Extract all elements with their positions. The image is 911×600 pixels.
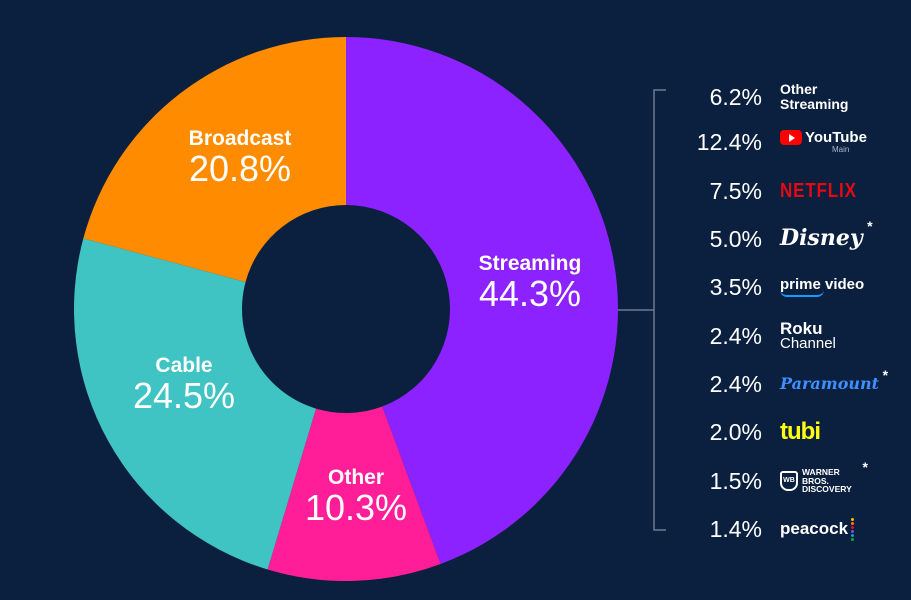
legend-pct: 12.4% bbox=[696, 128, 762, 155]
brand-roku-text: Roku bbox=[780, 318, 823, 338]
legend-pct: 3.5% bbox=[709, 273, 762, 300]
segment-value: 24.5% bbox=[132, 375, 236, 417]
legend-row-roku: 2.4% Roku Channel bbox=[680, 316, 910, 356]
brand-disney-text: Disney bbox=[780, 225, 863, 252]
brand-youtube-sub: Main bbox=[832, 144, 850, 154]
asterisk: * bbox=[882, 366, 889, 383]
brand-youtube: YouTube Main bbox=[780, 130, 867, 154]
brand-warner-bros-discovery: WB WARNER BROS. DISCOVERY * bbox=[780, 459, 868, 495]
legend-pct: 5.0% bbox=[709, 225, 762, 252]
brand-disney: Disney * bbox=[780, 219, 873, 252]
brand-peacock: peacock bbox=[780, 517, 855, 541]
segment-label-broadcast: Broadcast 20.8% bbox=[189, 128, 292, 188]
brand-paramount-text: Paramount bbox=[780, 373, 880, 393]
slice-streaming bbox=[346, 37, 619, 565]
legend-pct: 2.4% bbox=[709, 322, 762, 349]
segment-value: 20.8% bbox=[188, 148, 292, 190]
segment-label-streaming: Streaming 44.3% bbox=[479, 253, 582, 313]
legend-pct: 1.5% bbox=[709, 467, 762, 494]
brand-peacock-text: peacock bbox=[780, 519, 849, 539]
brand-other-streaming: Other Streaming bbox=[780, 81, 849, 112]
brand-wbd-text: WARNER BROS. DISCOVERY bbox=[802, 466, 852, 495]
legend-row-peacock: 1.4% peacock bbox=[680, 509, 910, 549]
brand-youtube-text: YouTube bbox=[805, 128, 867, 146]
asterisk: * bbox=[862, 458, 868, 475]
legend-pct: 2.4% bbox=[709, 370, 762, 397]
legend-pct: 6.2% bbox=[709, 83, 762, 110]
brand-prime-video: prime video bbox=[780, 275, 865, 298]
brand-paramount: Paramount * bbox=[780, 367, 888, 393]
segment-label-other: Other 10.3% bbox=[305, 467, 407, 527]
legend-pct: 1.4% bbox=[709, 515, 762, 542]
legend-row-tubi: 2.0% tubi bbox=[680, 412, 910, 452]
peacock-dots-icon bbox=[851, 517, 855, 541]
legend-row-warner-bros-discovery: 1.5% WB WARNER BROS. DISCOVERY * bbox=[680, 459, 910, 501]
segment-name: Streaming bbox=[478, 252, 582, 276]
brand-roku-sub: Channel bbox=[780, 334, 836, 352]
legend-row-netflix: 7.5% NETFLIX bbox=[680, 171, 910, 211]
brand-roku: Roku Channel bbox=[780, 318, 836, 352]
segment-value: 44.3% bbox=[478, 273, 582, 315]
youtube-play-icon bbox=[780, 130, 802, 146]
segment-name: Other bbox=[327, 466, 385, 490]
slice-other bbox=[267, 406, 441, 581]
segment-label-cable: Cable 24.5% bbox=[133, 355, 235, 415]
wb-shield-icon: WB bbox=[780, 470, 798, 491]
legend-row-other-streaming: 6.2% Other Streaming bbox=[680, 77, 910, 117]
asterisk: * bbox=[867, 218, 873, 235]
segment-name: Cable bbox=[155, 354, 213, 378]
slice-broadcast bbox=[83, 37, 346, 283]
legend-pct: 2.0% bbox=[709, 418, 762, 445]
legend-row-youtube: 12.4% YouTube Main bbox=[680, 122, 910, 162]
legend-pct: 7.5% bbox=[709, 177, 762, 204]
legend-row-paramount: 2.4% Paramount * bbox=[680, 364, 910, 404]
slice-cable bbox=[74, 238, 317, 570]
segment-value: 10.3% bbox=[304, 487, 408, 529]
brand-netflix: NETFLIX bbox=[780, 179, 857, 202]
segment-name: Broadcast bbox=[188, 127, 292, 151]
legend-row-disney: 5.0% Disney * bbox=[680, 219, 910, 259]
legend-row-prime-video: 3.5% prime video bbox=[680, 267, 910, 307]
brand-tubi: tubi bbox=[780, 418, 821, 446]
brand-prime-text: prime video bbox=[780, 275, 865, 293]
prime-smile-icon bbox=[780, 290, 824, 298]
